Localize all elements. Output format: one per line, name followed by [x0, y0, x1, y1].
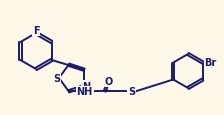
Text: O: O	[105, 77, 113, 87]
Text: NH: NH	[77, 87, 93, 96]
Text: S: S	[128, 87, 135, 96]
Text: S: S	[54, 73, 60, 83]
Text: N: N	[82, 82, 90, 91]
Text: F: F	[33, 26, 39, 36]
Text: Br: Br	[205, 58, 217, 68]
